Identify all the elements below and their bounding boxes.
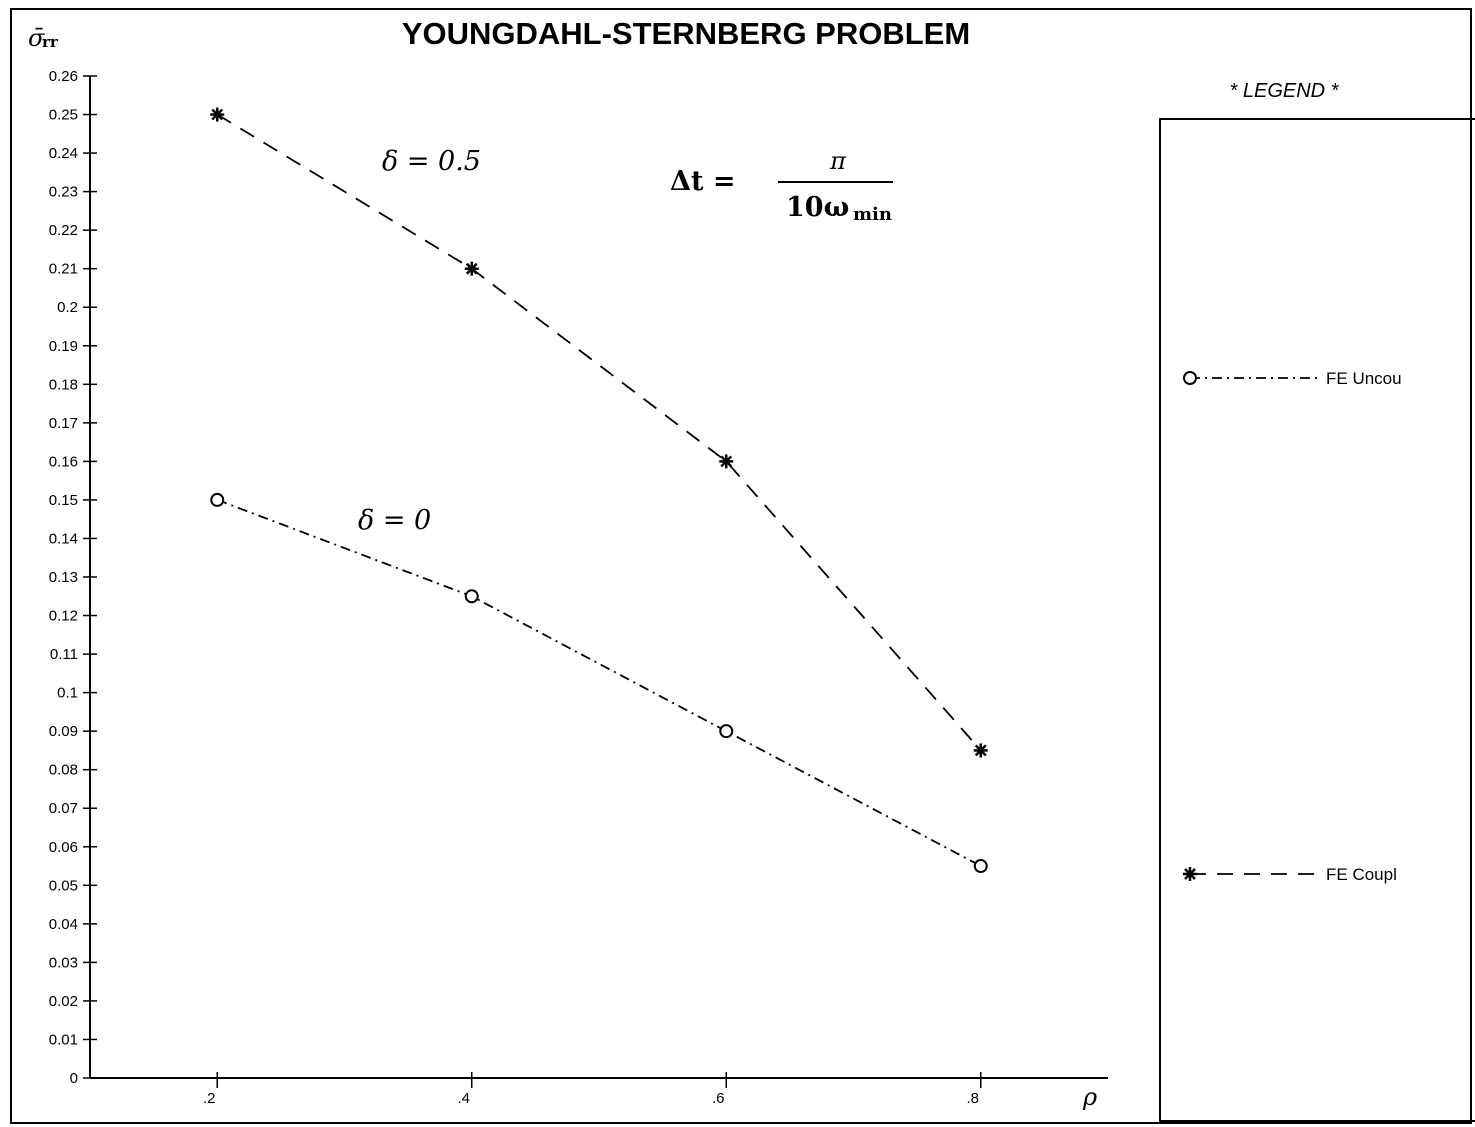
y-axis-label: σ̄ rr bbox=[28, 24, 59, 52]
x-tick-label: .6 bbox=[712, 1090, 725, 1107]
y-tick-label: 0.19 bbox=[49, 338, 78, 355]
y-tick-label: 0.09 bbox=[49, 723, 78, 740]
legend-box bbox=[1159, 118, 1475, 1122]
x-tick-label: .8 bbox=[966, 1090, 979, 1107]
asterisk-stroke bbox=[1184, 868, 1196, 880]
y-tick-label: 0.16 bbox=[49, 453, 78, 470]
data-point-circle bbox=[719, 724, 734, 739]
series-markers bbox=[210, 107, 988, 874]
y-tick-label: 0.22 bbox=[49, 222, 78, 239]
data-point-circle bbox=[973, 859, 988, 874]
legend-item-2: FE Coupl bbox=[1183, 865, 1397, 884]
data-point-circle bbox=[210, 492, 225, 507]
y-tick-label: 0.1 bbox=[57, 685, 78, 702]
y-tick-label: 0.03 bbox=[49, 954, 78, 971]
y-axis-label-subscript: rr bbox=[42, 33, 59, 51]
data-point-circle bbox=[1183, 371, 1197, 385]
y-ticks: 0 0.01 0.02 0.03 0.04 0.05 0.06 0.07 0.08 0.09 0.1… bbox=[49, 68, 97, 1087]
y-tick-label: 0.06 bbox=[49, 839, 78, 856]
y-tick-label: 0.25 bbox=[49, 107, 78, 124]
y-tick-label: 0.11 bbox=[50, 646, 78, 663]
asterisk-stroke bbox=[465, 262, 478, 275]
legend-items: FE Uncou FE Coupl bbox=[1183, 369, 1402, 884]
y-tick-label: 0 bbox=[70, 1070, 78, 1087]
y-tick-label: 0.08 bbox=[49, 762, 78, 779]
data-point-asterisk bbox=[719, 454, 734, 469]
data-point-circle bbox=[464, 589, 479, 604]
y-tick-label: 0.01 bbox=[49, 1031, 78, 1048]
y-tick-label: 0.26 bbox=[49, 68, 78, 85]
x-tick-label: .4 bbox=[457, 1090, 470, 1107]
y-tick-label: 0.04 bbox=[49, 916, 78, 933]
asterisk-stroke bbox=[974, 744, 987, 757]
legend-item-label: FE Uncou bbox=[1326, 369, 1402, 388]
delta-half-label: δ = 0.5 bbox=[382, 146, 481, 177]
delta-zero-label: δ = 0 bbox=[358, 505, 431, 536]
data-point-asterisk bbox=[1183, 867, 1197, 881]
legend-item-label: FE Coupl bbox=[1326, 865, 1397, 884]
y-tick-label: 0.07 bbox=[49, 800, 78, 817]
y-tick-label: 0.23 bbox=[49, 184, 78, 201]
chart-frame bbox=[10, 8, 1472, 1124]
y-tick-label: 0.21 bbox=[49, 261, 78, 278]
timestep-numerator: π bbox=[829, 147, 847, 175]
series-lines bbox=[216, 113, 982, 867]
annotation-delta-half: δ = 0.5 bbox=[382, 146, 481, 177]
legend-title: * LEGEND * bbox=[1230, 80, 1340, 102]
x-axis-label: ρ bbox=[1082, 1083, 1097, 1111]
x-ticks: .2 .4 .6 .8 bbox=[203, 1072, 982, 1107]
x-tick-label: .2 bbox=[203, 1090, 216, 1107]
y-tick-label: 0.18 bbox=[49, 376, 78, 393]
y-tick-label: 0.02 bbox=[49, 993, 78, 1010]
asterisk-stroke bbox=[720, 455, 733, 468]
annotation-timestep: Δt = π 10ω min bbox=[670, 147, 893, 225]
chart-title: YOUNGDAHL-STERNBERG PROBLEM bbox=[402, 16, 970, 51]
data-point-asterisk bbox=[464, 261, 479, 276]
y-tick-label: 0.24 bbox=[49, 145, 78, 162]
data-point-asterisk bbox=[973, 743, 988, 758]
asterisk-stroke bbox=[211, 108, 224, 121]
y-tick-label: 0.12 bbox=[49, 608, 78, 625]
timestep-lhs: Δt = bbox=[670, 166, 735, 197]
annotation-delta-zero: δ = 0 bbox=[358, 505, 431, 536]
legend-item-1: FE Uncou bbox=[1183, 369, 1402, 388]
series-line-2 bbox=[216, 113, 982, 751]
y-axis-label-symbol: σ̄ bbox=[28, 24, 45, 52]
axes bbox=[89, 76, 1108, 1079]
y-tick-label: 0.13 bbox=[49, 569, 78, 586]
data-point-asterisk bbox=[210, 107, 225, 122]
y-tick-label: 0.14 bbox=[49, 530, 78, 547]
timestep-denominator: 10ω bbox=[786, 192, 849, 223]
legend: * LEGEND * FE Uncou FE Coupl bbox=[1159, 80, 1475, 1122]
series-line-1 bbox=[216, 499, 982, 867]
timestep-denominator-sub: min bbox=[853, 204, 892, 225]
y-tick-label: 0.17 bbox=[49, 415, 78, 432]
y-tick-label: 0.15 bbox=[49, 492, 78, 509]
y-tick-label: 0.2 bbox=[57, 299, 78, 316]
y-tick-label: 0.05 bbox=[49, 877, 78, 894]
